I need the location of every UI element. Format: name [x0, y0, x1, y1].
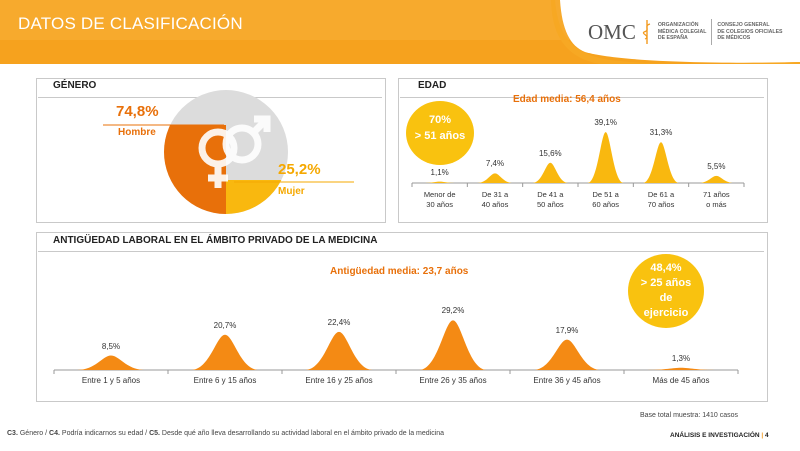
sample-note: Base total muestra: 1410 casos	[640, 412, 739, 419]
gender-symbols-icon	[198, 115, 271, 188]
category-label: De 61 a	[647, 190, 675, 199]
caduceus-icon	[642, 20, 651, 44]
footnote: C3. Género / C4. Podría indicarnos su ed…	[7, 430, 445, 437]
age-callout-circle	[406, 101, 474, 165]
logo-divider	[711, 19, 713, 45]
category-label: Entre 26 y 35 años	[419, 376, 487, 385]
category-label: 30 años	[426, 200, 454, 209]
value-label: 7,4%	[485, 159, 505, 169]
category-label: Entre 1 y 5 años	[81, 376, 141, 385]
page-footer: ANÁLISIS E INVESTIGACIÓN | 4	[670, 432, 769, 439]
page-number: 4	[765, 432, 769, 439]
value-label: 31,3%	[649, 128, 673, 138]
category-label: De 41 a	[537, 190, 564, 199]
peak-mark	[77, 355, 145, 370]
category-label: 60 años	[592, 200, 620, 209]
page-separator: |	[761, 432, 764, 439]
peak-mark	[698, 175, 735, 183]
category-label: 71 años	[702, 190, 730, 199]
value-label: 8,5%	[101, 341, 121, 351]
peak-mark	[477, 173, 513, 183]
category-label: 50 años	[536, 200, 564, 209]
category-label: o más	[706, 200, 727, 209]
seniority-mean-label: Antigüedad media: 23,7 años	[330, 266, 469, 277]
value-label: 20,7%	[213, 320, 237, 330]
gender-title: GÉNERO	[53, 80, 97, 91]
age-callout-text: > 51 años	[414, 130, 466, 142]
category-label: Más de 45 años	[652, 376, 710, 385]
value-label: 5,5%	[707, 161, 726, 171]
age-title-rule	[400, 97, 764, 98]
value-label: 1,1%	[430, 167, 449, 177]
peak-mark	[643, 142, 679, 183]
seniority-callout-line3: de	[659, 292, 673, 304]
gender-hombre-value: 74,8%	[116, 103, 159, 120]
seniority-callout-line2: > 25 años	[640, 277, 692, 289]
section-label: ANÁLISIS E INVESTIGACIÓN	[670, 432, 760, 439]
peak-mark	[419, 320, 487, 370]
age-distribution-chart	[411, 132, 745, 187]
value-label: 1,3%	[671, 353, 691, 363]
seniority-title: ANTIGÜEDAD LABORAL EN EL ÁMBITO PRIVADO …	[53, 235, 378, 246]
age-title: EDAD	[418, 80, 447, 91]
category-label: Menor de	[423, 190, 456, 199]
value-label: 17,9%	[555, 325, 579, 335]
peak-mark	[191, 334, 259, 370]
seniority-callout-pct: 48,4%	[650, 262, 682, 274]
category-label: Entre 36 y 45 años	[533, 376, 601, 385]
gender-hombre-label: Hombre	[118, 127, 156, 138]
category-label: 40 años	[481, 200, 509, 209]
age-mean-label: Edad media: 56,4 años	[513, 94, 621, 105]
gender-mujer-label: Mujer	[278, 186, 305, 197]
seniority-callout-circle	[628, 254, 704, 328]
peak-mark	[532, 162, 569, 183]
peak-mark	[305, 331, 373, 370]
header-banner: DATOS DE CLASIFICACIÓN OMC ORGANIZACIÓN M…	[0, 0, 800, 64]
gender-mujer-value: 25,2%	[278, 161, 321, 178]
header-background	[0, 0, 800, 64]
category-label: Entre 16 y 25 años	[305, 376, 373, 385]
logo-wordmark: OMC	[588, 19, 636, 44]
age-callout-pct: 70%	[428, 114, 452, 126]
peak-mark	[421, 181, 458, 183]
value-label: 39,1%	[594, 118, 617, 128]
category-label: Entre 6 y 15 años	[193, 376, 257, 385]
peak-mark	[647, 367, 715, 370]
seniority-callout-line4: ejercicio	[643, 307, 689, 319]
logo-council-text: CONSEJO GENERAL DE COLEGIOS OFICIALES DE M…	[717, 22, 783, 42]
value-label: 15,6%	[538, 148, 562, 158]
omc-logo: OMC ORGANIZACIÓN MÉDICA COLEGIAL DE ESPAÑA…	[588, 12, 783, 52]
logo-org-text: ORGANIZACIÓN MÉDICA COLEGIAL DE ESPAÑA	[657, 22, 707, 42]
value-label: 22,4%	[327, 317, 351, 327]
seniority-distribution-chart	[53, 320, 739, 374]
peak-mark	[587, 132, 624, 183]
page-title: DATOS DE CLASIFICACIÓN	[18, 14, 243, 33]
gender-slice-hombre	[164, 125, 226, 214]
gender-slice-mujer	[226, 180, 282, 214]
category-label: De 51 a	[592, 190, 619, 199]
category-label: 70 años	[647, 200, 675, 209]
seniority-title-rule	[38, 251, 764, 252]
gender-pie-chart	[103, 90, 354, 214]
value-label: 29,2%	[441, 306, 465, 316]
category-label: De 31 a	[481, 190, 509, 199]
peak-mark	[533, 339, 601, 370]
